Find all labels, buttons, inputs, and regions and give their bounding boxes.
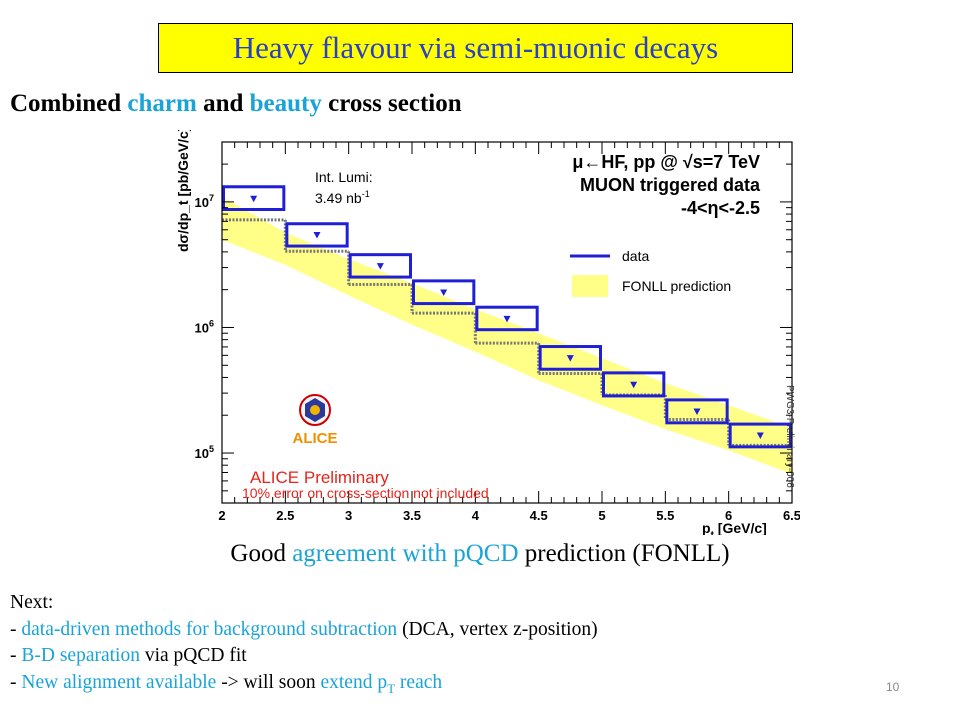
y-tick-label: 106 (195, 318, 214, 335)
y-axis-title: dσ/dp_t [pb/GeV/c] (175, 130, 191, 252)
x-tick-label: 4 (472, 508, 480, 523)
subtitle-beauty: beauty (249, 90, 322, 117)
next-item-1-highlight: data-driven methods for background subtr… (21, 618, 398, 640)
slide-subtitle: Combined charm and beauty cross section (10, 90, 462, 118)
y-tick-exp: 5 (209, 444, 214, 454)
x-axis-title-sub: t (711, 530, 715, 535)
data-point (250, 195, 258, 203)
lumi-value-main: 3.49 nb (315, 190, 362, 206)
data-point (566, 355, 574, 362)
data-point (630, 381, 638, 389)
page-number: 10 (886, 680, 900, 694)
next-item-1: - data-driven methods for background sub… (10, 617, 598, 644)
data-point (693, 408, 701, 416)
cross-section-chart: 22.533.544.555.566.5105106107pt [GeV/c]d… (175, 130, 800, 535)
data-sys-box (475, 305, 539, 332)
y-tick-base: 10 (195, 446, 209, 461)
data-sys-box (728, 422, 793, 449)
caption-part: prediction (FONLL) (518, 540, 730, 567)
legend-fonll-label: FONLL prediction (622, 278, 731, 294)
data-sys-box (538, 345, 602, 371)
data-point (503, 315, 511, 323)
next-item-3: - New alignment available -> will soon e… (10, 670, 598, 702)
data-point (756, 432, 764, 439)
caption-highlight: agreement with pQCD (292, 540, 519, 567)
subtitle-charm: charm (127, 90, 197, 117)
plot-frame (221, 141, 793, 504)
x-tick-label: 3.5 (403, 508, 421, 523)
x-tick-label: 3 (345, 508, 352, 523)
x-tick-label: 2 (218, 508, 225, 523)
lumi-label: Int. Lumi: (315, 169, 373, 185)
preliminary-label: ALICE Preliminary (250, 468, 389, 487)
next-steps: Next: - data-driven methods for backgrou… (10, 590, 598, 702)
x-tick-label: 4.5 (530, 508, 548, 523)
next-item-1-rest: (DCA, vertex z-position) (397, 618, 598, 640)
caption-part: Good (230, 540, 293, 567)
next-item-3-highlight-2: extend p (320, 671, 388, 693)
subtitle-part: and (196, 90, 250, 117)
lumi-value: 3.49 nb-1 (315, 189, 370, 206)
slide-title: Heavy flavour via semi-muonic decays (232, 30, 719, 65)
lumi-value-sup: -1 (362, 189, 370, 199)
x-tick-label: 6.5 (783, 508, 800, 523)
next-item-2-rest: via pQCD fit (139, 645, 247, 666)
next-item-2-highlight: B-D separation (21, 645, 140, 666)
x-axis-title: pt [GeV/c] (702, 520, 767, 535)
y-tick-label: 105 (195, 444, 214, 461)
data-point (313, 232, 321, 239)
slide-title-box: Heavy flavour via semi-muonic decays (158, 23, 793, 73)
legend-fonll-swatch (572, 275, 608, 297)
side-label: PWG3-Preliminary-006 (784, 385, 795, 488)
data-sys-box (602, 371, 666, 398)
next-item-3-subscript: T (387, 680, 396, 696)
preliminary-note: 10% error on cross-section not included (242, 485, 489, 501)
x-tick-label: 5 (598, 508, 605, 523)
next-item-2: - B-D separation via pQCD fit (10, 643, 598, 670)
y-tick-exp: 6 (209, 318, 214, 328)
data-sys-box (285, 222, 349, 248)
data-sys-box (348, 253, 413, 279)
bullet-dash: - (10, 645, 22, 666)
bullet-dash: - (10, 671, 22, 693)
bullet-dash: - (10, 618, 22, 640)
next-item-3-tail: reach (395, 671, 443, 693)
subtitle-part: cross section (321, 90, 462, 117)
plot-header-line: μ←HF, pp @ √s=7 TeV (572, 152, 760, 172)
legend-data-label: data (622, 248, 649, 264)
chart-caption: Good agreement with pQCD prediction (FON… (0, 540, 960, 568)
next-item-3-highlight: New alignment available (21, 671, 217, 693)
y-tick-base: 10 (195, 195, 209, 210)
plot-header-line: MUON triggered data (580, 175, 761, 195)
subtitle-part: Combined (10, 90, 128, 117)
alice-logo-text: ALICE (293, 430, 338, 447)
x-tick-label: 2.5 (276, 508, 294, 523)
data-point (376, 263, 384, 270)
data-sys-box (412, 279, 476, 306)
data-point (440, 289, 448, 296)
y-tick-label: 107 (195, 193, 214, 210)
data-sys-box (222, 185, 286, 212)
alice-logo-core (310, 405, 320, 415)
next-item-3-rest: -> will soon (216, 671, 321, 693)
y-tick-exp: 7 (209, 193, 214, 203)
y-tick-base: 10 (195, 320, 209, 335)
x-axis-title-rest: [GeV/c] (714, 520, 767, 535)
x-axis-title-main: p (702, 520, 711, 535)
plot-header-line: -4<η<-2.5 (681, 198, 760, 218)
x-tick-label: 5.5 (656, 508, 674, 523)
x-tick-label: 6 (725, 508, 732, 523)
fonll-band (222, 196, 792, 475)
data-sys-box (665, 398, 729, 425)
next-heading: Next: (10, 592, 54, 613)
